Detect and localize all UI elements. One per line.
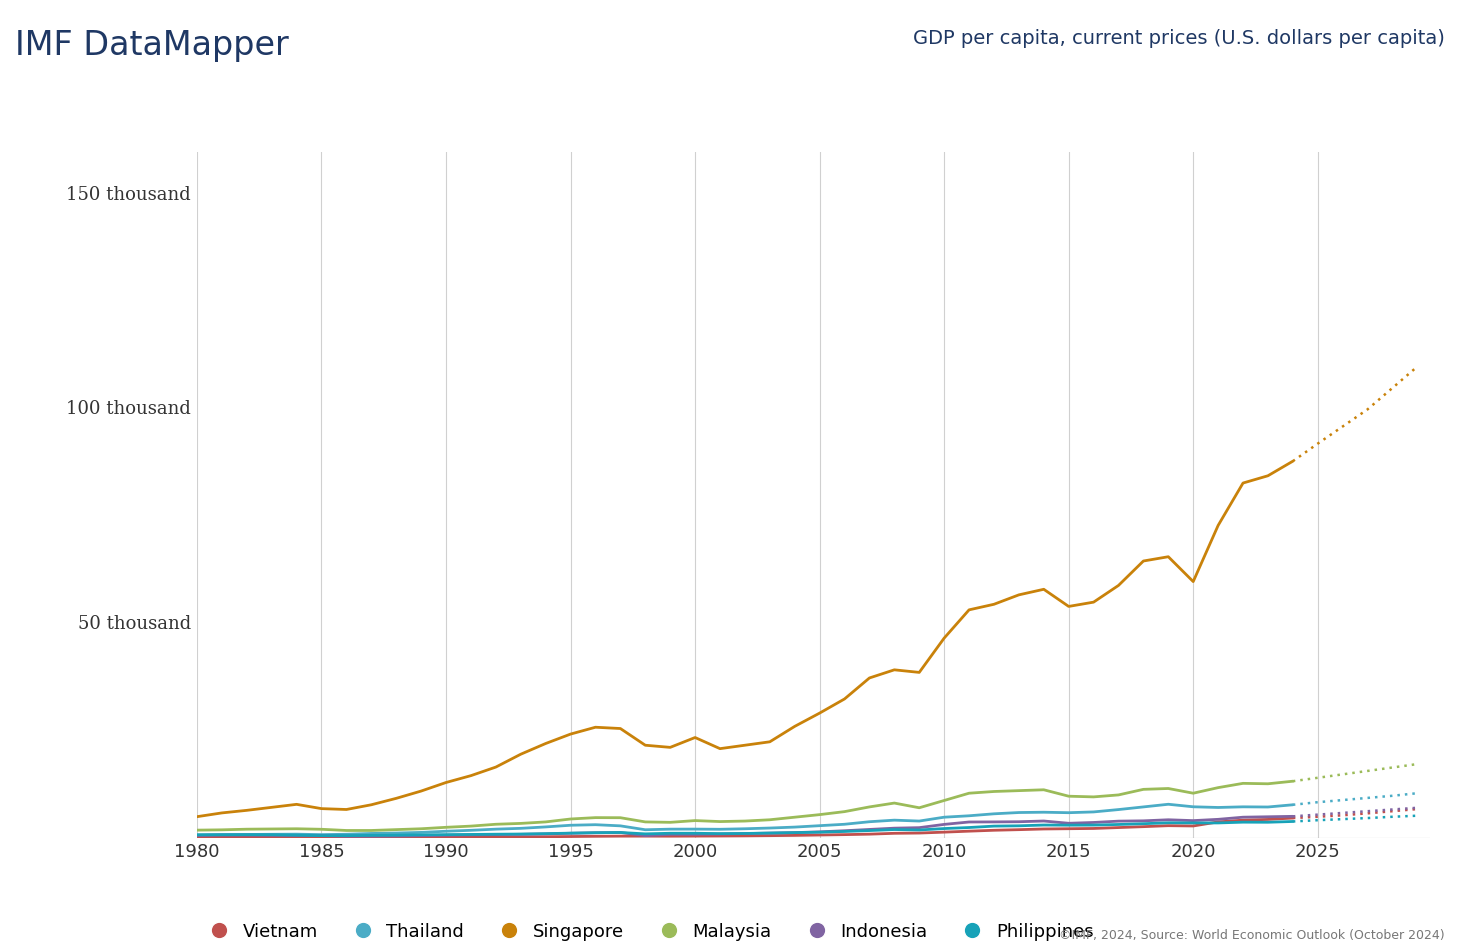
Text: GDP per capita, current prices (U.S. dollars per capita): GDP per capita, current prices (U.S. dol… [912,29,1444,48]
Text: 50 thousand: 50 thousand [77,615,191,632]
Text: ©IMF, 2024, Source: World Economic Outlook (October 2024): ©IMF, 2024, Source: World Economic Outlo… [1059,929,1444,942]
Text: IMF DataMapper: IMF DataMapper [15,29,289,62]
Text: 150 thousand: 150 thousand [66,187,191,204]
Text: 100 thousand: 100 thousand [66,401,191,418]
Legend: Vietnam, Thailand, Singapore, Malaysia, Indonesia, Philippines: Vietnam, Thailand, Singapore, Malaysia, … [194,915,1100,948]
